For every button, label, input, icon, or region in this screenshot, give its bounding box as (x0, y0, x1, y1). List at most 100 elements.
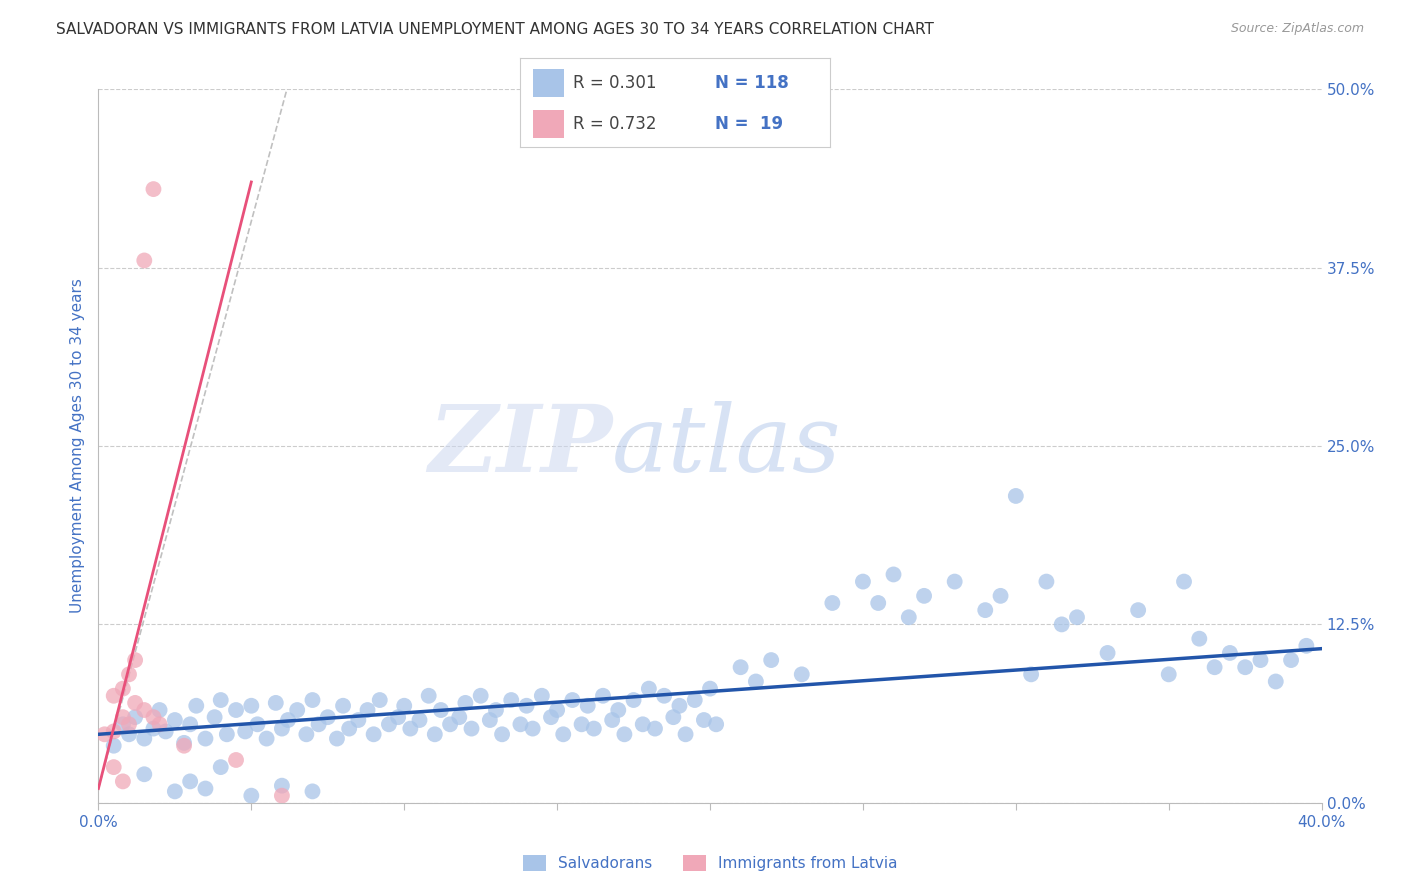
Point (103, 760, 125, 774)
Y-axis label: Unemployment Among Ages 30 to 34 years: Unemployment Among Ages 30 to 34 years (70, 278, 86, 614)
Point (868, 596, 890, 610)
Point (990, 589, 1012, 603)
Point (134, 731, 156, 746)
Point (501, 693, 523, 707)
Point (1097, 646, 1119, 660)
Point (264, 696, 287, 710)
Point (301, 693, 323, 707)
Point (163, 713, 186, 727)
Point (423, 727, 446, 741)
Point (1188, 632, 1211, 646)
Legend: Salvadorans, Immigrants from Latvia: Salvadorans, Immigrants from Latvia (516, 849, 904, 877)
Point (1264, 674, 1286, 689)
Point (173, 739, 195, 753)
Point (134, 703, 156, 717)
Point (631, 717, 654, 731)
Point (974, 603, 997, 617)
Point (637, 681, 661, 696)
Point (623, 693, 645, 707)
Point (1066, 610, 1088, 624)
Point (179, 774, 201, 789)
Point (418, 689, 440, 703)
Point (454, 696, 477, 710)
Point (111, 717, 134, 731)
Point (209, 693, 232, 707)
Point (363, 727, 385, 741)
Point (124, 653, 146, 667)
Point (225, 753, 247, 767)
Point (326, 731, 349, 746)
Point (215, 727, 238, 741)
Point (103, 724, 125, 739)
Point (285, 703, 308, 717)
Point (883, 567, 905, 582)
Text: atlas: atlas (612, 401, 842, 491)
Point (561, 693, 583, 707)
Point (387, 710, 409, 724)
Point (347, 713, 370, 727)
Point (897, 610, 920, 624)
Point (478, 713, 501, 727)
Text: Source: ZipAtlas.com: Source: ZipAtlas.com (1230, 22, 1364, 36)
Point (582, 722, 605, 736)
Point (1204, 660, 1226, 674)
Point (470, 689, 492, 703)
Point (1295, 639, 1317, 653)
Point (356, 703, 378, 717)
Point (1173, 574, 1195, 589)
Point (111, 774, 134, 789)
Point (675, 727, 697, 741)
Point (730, 660, 752, 674)
Point (852, 574, 875, 589)
Point (118, 667, 141, 681)
Point (301, 784, 323, 798)
Point (943, 574, 966, 589)
Point (111, 681, 134, 696)
Point (668, 698, 690, 713)
Point (233, 724, 256, 739)
Point (142, 182, 165, 196)
Point (460, 722, 482, 736)
Point (1035, 574, 1057, 589)
Point (103, 689, 125, 703)
Point (246, 717, 269, 731)
Point (163, 784, 186, 798)
Point (652, 689, 675, 703)
Point (912, 589, 935, 603)
Point (522, 722, 544, 736)
Point (1219, 646, 1241, 660)
Point (149, 703, 172, 717)
Point (509, 717, 531, 731)
Point (399, 722, 422, 736)
Point (644, 722, 666, 736)
Point (392, 698, 416, 713)
Point (1157, 667, 1180, 681)
Point (430, 703, 453, 717)
Point (516, 698, 538, 713)
Point (194, 731, 217, 746)
Point (790, 667, 813, 681)
Point (155, 724, 177, 739)
Point (337, 722, 360, 736)
Point (592, 689, 614, 703)
Point (576, 698, 599, 713)
Point (704, 717, 727, 731)
Point (124, 710, 146, 724)
Point (408, 713, 430, 727)
Point (256, 731, 278, 746)
Point (600, 713, 623, 727)
Point (118, 717, 141, 731)
Point (378, 717, 401, 731)
Point (1249, 653, 1271, 667)
Point (142, 710, 165, 724)
Point (277, 713, 299, 727)
Point (1279, 653, 1302, 667)
Point (134, 767, 156, 781)
Point (571, 717, 593, 731)
Point (821, 596, 844, 610)
Point (179, 717, 201, 731)
Point (683, 693, 706, 707)
Text: N =  19: N = 19 (716, 115, 783, 133)
Point (1050, 617, 1073, 632)
Point (103, 739, 125, 753)
